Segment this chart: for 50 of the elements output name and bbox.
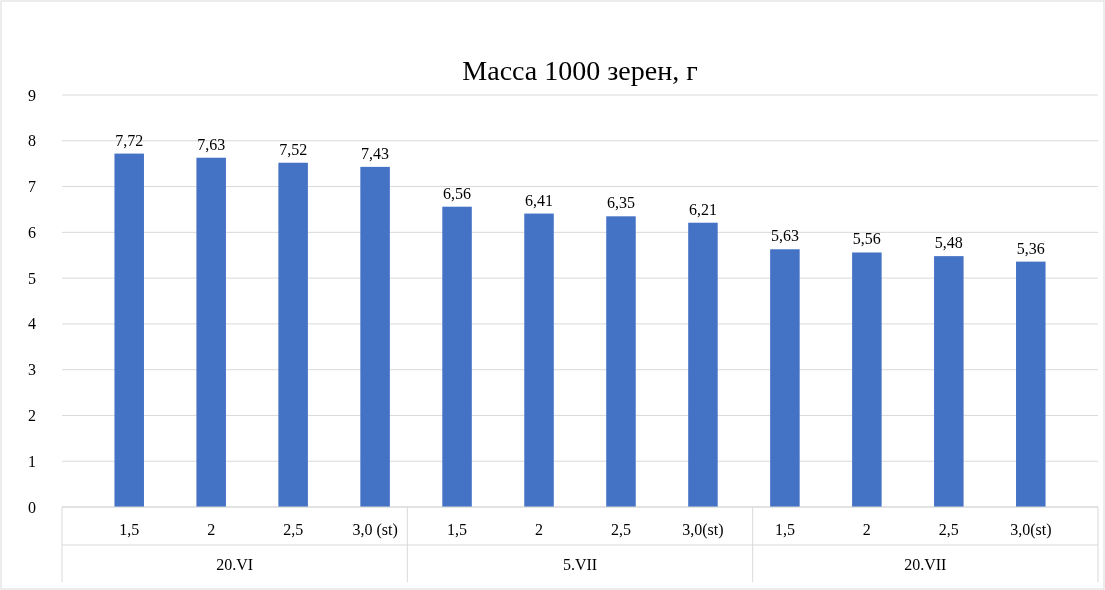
text: 20.VI — [216, 556, 254, 573]
y-tick-label: 3 — [28, 361, 36, 379]
y-tick-label: 1 — [28, 452, 36, 470]
y-tick-label: 5 — [28, 269, 36, 287]
data-label: 5,63 — [770, 227, 799, 245]
bar — [278, 162, 308, 507]
x-tick-label: 2,5 — [610, 521, 631, 538]
x-tick-label: 3,0 (st) — [352, 521, 398, 539]
x-tick-label: 1,5 — [119, 521, 140, 538]
chart-title: Масса 1000 зерен, г — [462, 55, 698, 86]
text: 5.VII — [562, 556, 598, 573]
data-label: 6,35 — [606, 194, 635, 212]
bar — [1016, 261, 1046, 507]
bar — [442, 206, 472, 507]
bar — [934, 256, 964, 507]
data-label: 7,72 — [115, 131, 144, 149]
x-tick-label: 1,5 — [774, 521, 795, 538]
x-tick-label: 3,0(st) — [682, 521, 724, 539]
bar — [196, 157, 226, 507]
y-tick-label: 2 — [28, 407, 36, 425]
x-tick-label: 2 — [535, 521, 544, 538]
data-label: 6,41 — [525, 191, 554, 209]
y-tick-label: 8 — [28, 132, 36, 150]
x-tick-label: 2,5 — [938, 521, 959, 538]
x-tick-label: 2,5 — [283, 521, 304, 538]
y-tick-label: 9 — [28, 86, 36, 104]
data-label: 5,36 — [1016, 239, 1045, 257]
bar — [852, 252, 882, 507]
data-label: 7,52 — [279, 140, 308, 158]
bar — [360, 166, 390, 507]
bar — [114, 153, 144, 507]
bar — [770, 249, 800, 507]
bar — [524, 213, 554, 507]
data-label: 5,48 — [934, 234, 963, 252]
x-tick-label: 2 — [207, 521, 216, 538]
data-label: 6,21 — [688, 200, 717, 218]
y-tick-label: 0 — [28, 498, 36, 516]
y-tick-label: 6 — [28, 223, 36, 241]
y-tick-label: 4 — [28, 315, 36, 333]
data-label: 6,56 — [443, 184, 472, 202]
data-label: 7,63 — [197, 135, 226, 153]
data-label: 5,56 — [852, 230, 881, 248]
data-label: 7,43 — [361, 144, 390, 162]
x-tick-label: 2 — [862, 521, 871, 538]
y-tick-label: 7 — [28, 178, 36, 196]
x-tick-label: 3,0(st) — [1010, 521, 1052, 539]
x-tick-label: 1,5 — [447, 521, 468, 538]
text: 20.VII — [904, 556, 947, 573]
bar — [688, 222, 718, 507]
bar — [606, 216, 636, 507]
